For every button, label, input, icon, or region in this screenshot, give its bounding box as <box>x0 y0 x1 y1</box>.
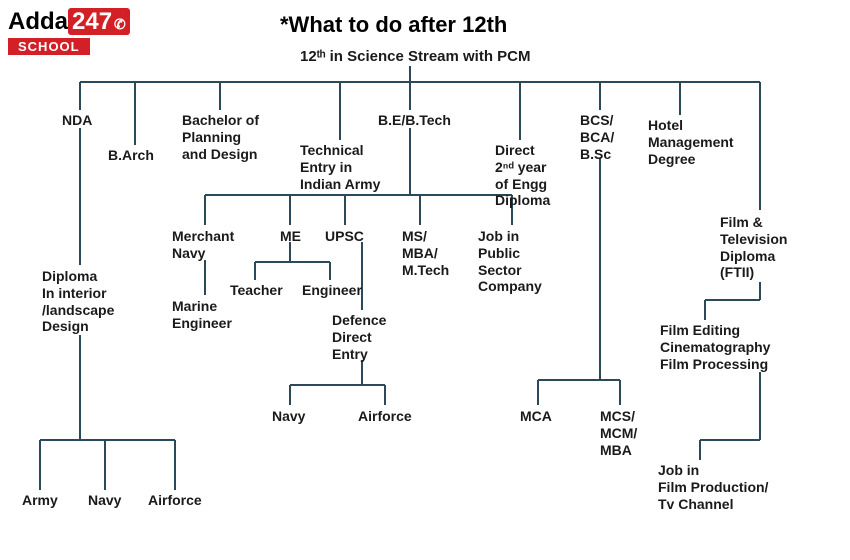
node-direct: Direct 2ⁿᵈ year of Engg Diploma <box>495 142 550 209</box>
node-diploma-interior: Diploma In interior /landscape Design <box>42 268 114 335</box>
node-bebtech: B.E/B.Tech <box>378 112 451 129</box>
node-job-film: Job in Film Production/ Tv Channel <box>658 462 768 512</box>
logo-prefix: Adda <box>8 8 68 35</box>
node-army: Army <box>22 492 58 509</box>
node-ms-mba: MS/ MBA/ M.Tech <box>402 228 449 278</box>
brand-logo: Adda247✆ SCHOOL <box>8 8 130 55</box>
node-ftii: Film & Television Diploma (FTII) <box>720 214 787 281</box>
node-marine: Marine Engineer <box>172 298 232 332</box>
node-mcs: MCS/ MCM/ MBA <box>600 408 637 458</box>
node-mca: MCA <box>520 408 552 425</box>
node-upsc: UPSC <box>325 228 364 245</box>
node-bpd: Bachelor of Planning and Design <box>182 112 259 162</box>
node-navy-nda: Navy <box>88 492 121 509</box>
node-nda: NDA <box>62 112 92 129</box>
node-airforce-nda: Airforce <box>148 492 202 509</box>
node-tech-army: Technical Entry in Indian Army <box>300 142 380 192</box>
node-hotel: Hotel Management Degree <box>648 117 734 167</box>
logo-main: Adda247✆ <box>8 8 130 36</box>
root-node: 12ᵗʰ in Science Stream with PCM <box>300 48 531 66</box>
node-defence: Defence Direct Entry <box>332 312 386 362</box>
node-navy-def: Navy <box>272 408 305 425</box>
node-barch: B.Arch <box>108 147 154 164</box>
node-airforce-def: Airforce <box>358 408 412 425</box>
logo-sub: SCHOOL <box>8 38 90 55</box>
node-engineer: Engineer <box>302 282 362 299</box>
node-merchant-navy: Merchant Navy <box>172 228 234 262</box>
node-teacher: Teacher <box>230 282 283 299</box>
page-title: *What to do after 12th <box>280 12 507 38</box>
logo-suffix: 247✆ <box>68 8 130 35</box>
node-bcs: BCS/ BCA/ B.Sc <box>580 112 614 162</box>
node-job-public: Job in Public Sector Company <box>478 228 542 295</box>
node-film-editing: Film Editing Cinematography Film Process… <box>660 322 770 372</box>
node-me: ME <box>280 228 301 245</box>
